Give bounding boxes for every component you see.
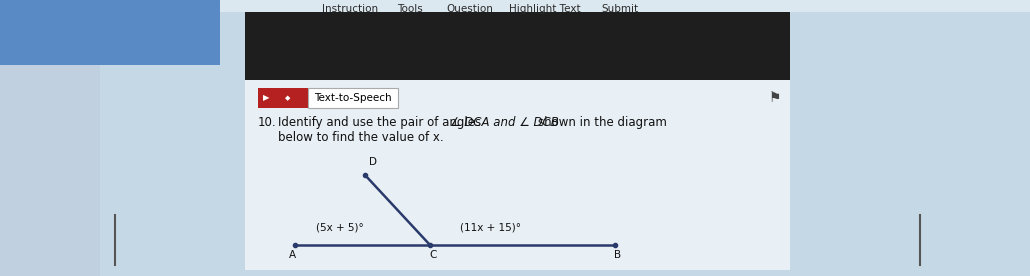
Text: 10.: 10. [258, 116, 277, 129]
Text: (11x + 15)°: (11x + 15)° [459, 223, 520, 233]
Text: Instruction: Instruction [322, 4, 378, 14]
Text: ⚑: ⚑ [768, 91, 781, 105]
Bar [220, 0, 1030, 12]
Bar [245, 10, 790, 80]
Text: ∠ DCA and ∠ DCB: ∠ DCA and ∠ DCB [450, 116, 558, 129]
Text: Submit: Submit [602, 4, 639, 14]
Text: D: D [369, 157, 377, 167]
Text: C: C [430, 250, 437, 260]
Bar [0, 65, 100, 276]
Text: Tools: Tools [398, 4, 423, 14]
Text: Identify and use the pair of angles: Identify and use the pair of angles [278, 116, 485, 129]
Text: ◆: ◆ [285, 95, 290, 101]
Text: A: A [288, 250, 296, 260]
Bar [258, 88, 308, 108]
Text: (5x + 5)°: (5x + 5)° [316, 223, 364, 233]
Text: Question: Question [447, 4, 493, 14]
Text: shown in the diagram: shown in the diagram [538, 116, 666, 129]
Bar [0, 0, 220, 65]
Text: below to find the value of x.: below to find the value of x. [278, 131, 444, 144]
Text: ▶: ▶ [263, 94, 269, 102]
Text: Highlight Text: Highlight Text [509, 4, 581, 14]
Text: Text-to-Speech: Text-to-Speech [314, 93, 391, 103]
FancyBboxPatch shape [308, 88, 398, 108]
Bar [245, 80, 790, 270]
Text: B: B [615, 250, 621, 260]
